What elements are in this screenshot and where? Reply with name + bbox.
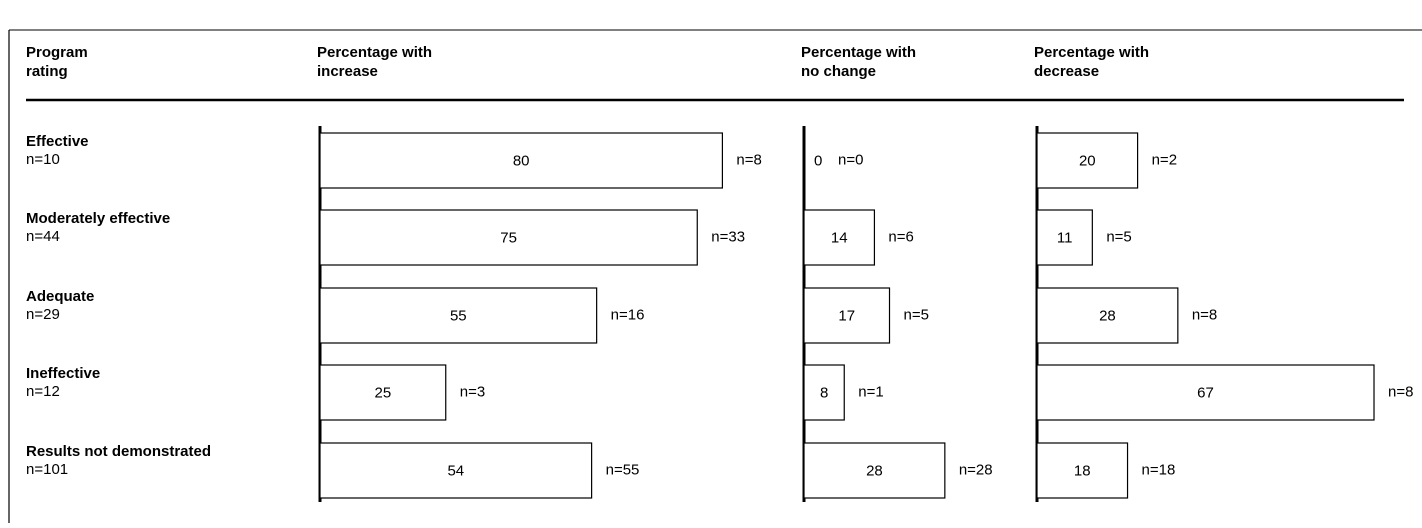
bar-n-label: n=5 bbox=[1106, 229, 1131, 246]
bar-increase bbox=[319, 132, 723, 189]
bar-n-label: n=28 bbox=[959, 462, 993, 479]
bar-value-label: 17 bbox=[838, 308, 855, 325]
bar-decrease bbox=[1036, 287, 1179, 344]
category-n-label: n=44 bbox=[26, 228, 60, 245]
bar-n-label: n=8 bbox=[1192, 307, 1217, 324]
bar-increase bbox=[319, 209, 698, 266]
panel-header-increase-line1: Percentage with bbox=[317, 44, 432, 61]
bar-decrease bbox=[1036, 209, 1093, 266]
bar-value-label: 80 bbox=[513, 153, 530, 170]
bar-n-label: n=1 bbox=[858, 384, 883, 401]
bar-value-label: 11 bbox=[1057, 230, 1073, 247]
bar-n-label: n=3 bbox=[460, 384, 485, 401]
bar-n-label: n=8 bbox=[736, 152, 761, 169]
rating-header-line1: Program bbox=[26, 44, 88, 61]
category-n-label: n=101 bbox=[26, 461, 68, 478]
bar-n-label: n=5 bbox=[904, 307, 929, 324]
bar-value-label: 0 bbox=[814, 153, 822, 170]
panel-header-decrease-line2: decrease bbox=[1034, 63, 1099, 80]
bar-decrease bbox=[1036, 364, 1375, 421]
panel-header-no_change-line2: no change bbox=[801, 63, 876, 80]
bar-n-label: n=55 bbox=[606, 462, 640, 479]
bar-n-label: n=6 bbox=[888, 229, 913, 246]
category-label: Ineffective bbox=[26, 365, 100, 382]
category-n-label: n=10 bbox=[26, 151, 60, 168]
bar-no_change bbox=[803, 209, 876, 266]
bar-value-label: 28 bbox=[866, 463, 883, 480]
bar-value-label: 55 bbox=[450, 308, 467, 325]
category-n-label: n=29 bbox=[26, 306, 60, 323]
bar-no_change bbox=[803, 442, 946, 499]
bar-value-label: 8 bbox=[820, 385, 828, 402]
bar-value-label: 20 bbox=[1079, 153, 1096, 170]
bar-no_change bbox=[803, 287, 891, 344]
bar-increase bbox=[319, 442, 593, 499]
bar-value-label: 25 bbox=[375, 385, 392, 402]
panel-header-no_change-line1: Percentage with bbox=[801, 44, 916, 61]
bar-value-label: 18 bbox=[1074, 463, 1091, 480]
bar-no_change bbox=[803, 364, 845, 421]
bar-value-label: 54 bbox=[447, 463, 464, 480]
bar-n-label: n=33 bbox=[711, 229, 745, 246]
bar-value-label: 75 bbox=[500, 230, 517, 247]
bar-increase bbox=[319, 287, 598, 344]
category-label: Results not demonstrated bbox=[26, 443, 211, 460]
rating-header-line2: rating bbox=[26, 63, 68, 80]
bar-n-label: n=18 bbox=[1142, 462, 1176, 479]
bar-value-label: 14 bbox=[831, 230, 848, 247]
bar-n-label: n=0 bbox=[838, 152, 863, 169]
category-n-label: n=12 bbox=[26, 383, 60, 400]
panel-header-increase-line2: increase bbox=[317, 63, 378, 80]
bar-n-label: n=16 bbox=[611, 307, 645, 324]
bar-n-label: n=8 bbox=[1388, 384, 1413, 401]
category-label: Adequate bbox=[26, 288, 94, 305]
panel-header-decrease-line1: Percentage with bbox=[1034, 44, 1149, 61]
bar-n-label: n=2 bbox=[1152, 152, 1177, 169]
category-label: Moderately effective bbox=[26, 210, 170, 227]
category-label: Effective bbox=[26, 133, 89, 150]
bar-increase bbox=[319, 364, 447, 421]
bar-decrease bbox=[1036, 442, 1129, 499]
bar-value-label: 28 bbox=[1099, 308, 1116, 325]
bar-decrease bbox=[1036, 132, 1139, 189]
bar-value-label: 67 bbox=[1197, 385, 1214, 402]
